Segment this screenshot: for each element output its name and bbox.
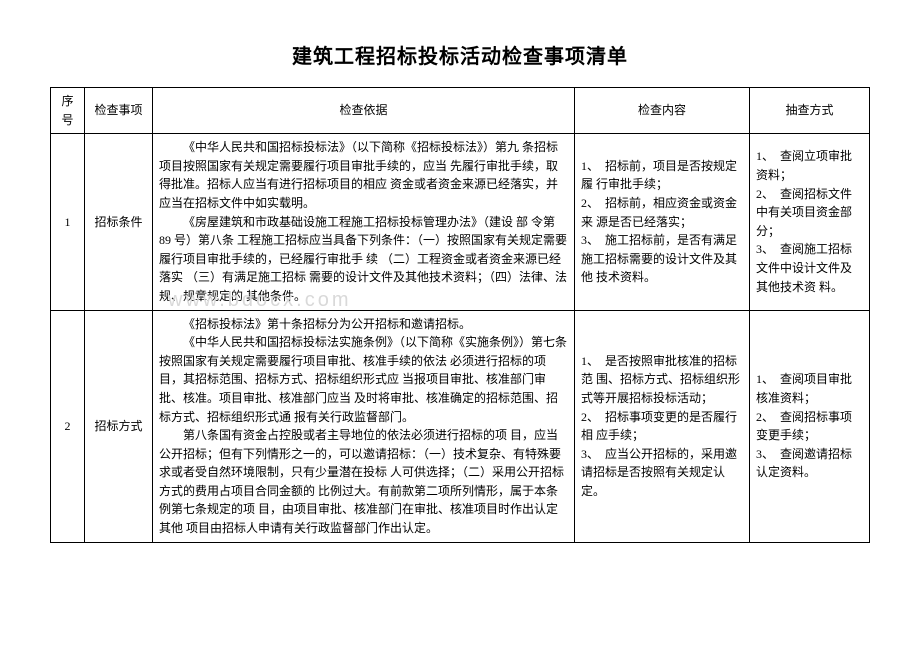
th-basis: 检查依据 bbox=[153, 88, 575, 134]
method-para: 1、 查阅立项审批 资料； bbox=[756, 147, 863, 184]
content-para: 1、 招标前，项目是否按规定履 行审批手续； bbox=[581, 157, 743, 194]
method-para: 1、 查阅项目审批 核准资料； bbox=[756, 370, 863, 407]
cell-item: 招标方式 bbox=[85, 310, 153, 542]
basis-para: 《房屋建筑和市政基础设施工程施工招标投标管理办法》（建设 部 令第 89 号）第… bbox=[159, 213, 568, 306]
method-para: 3、 查阅邀请招标 认定资料。 bbox=[756, 445, 863, 482]
cell-content: 1、 是否按照审批核准的招标范 围、招标方式、招标组织形式等开展招标投标活动； … bbox=[575, 310, 750, 542]
cell-seq: 1 bbox=[51, 134, 85, 310]
cell-method: 1、 查阅项目审批 核准资料； 2、 查阅招标事项变更手续； 3、 查阅邀请招标… bbox=[750, 310, 870, 542]
content-para: 2、 招标事项变更的是否履行相 应手续； bbox=[581, 408, 743, 445]
cell-item: 招标条件 bbox=[85, 134, 153, 310]
basis-para: 《招标投标法》第十条招标分为公开招标和邀请招标。 bbox=[159, 315, 568, 334]
table-header-row: 序号 检查事项 检查依据 检查内容 抽查方式 bbox=[51, 88, 870, 134]
method-para: 3、 查阅施工招标 文件中设计文件及其他技术资 料。 bbox=[756, 240, 863, 296]
th-method: 抽查方式 bbox=[750, 88, 870, 134]
content-para: 2、 招标前，相应资金或资金来 源是否已经落实； bbox=[581, 194, 743, 231]
th-seq: 序号 bbox=[51, 88, 85, 134]
cell-basis: 《招标投标法》第十条招标分为公开招标和邀请招标。 《中华人民共和国招标投标法实施… bbox=[153, 310, 575, 542]
th-content: 检查内容 bbox=[575, 88, 750, 134]
method-para: 2、 查阅招标事项变更手续； bbox=[756, 408, 863, 445]
cell-seq: 2 bbox=[51, 310, 85, 542]
cell-content: 1、 招标前，项目是否按规定履 行审批手续； 2、 招标前，相应资金或资金来 源… bbox=[575, 134, 750, 310]
content-para: 1、 是否按照审批核准的招标范 围、招标方式、招标组织形式等开展招标投标活动； bbox=[581, 352, 743, 408]
basis-para: 第八条国有资金占控股或者主导地位的依法必须进行招标的项 目，应当公开招标；但有下… bbox=[159, 426, 568, 538]
basis-para: 《中华人民共和国招标投标法》（以下简称《招标投标法》）第九 条招标项目按照国家有… bbox=[159, 138, 568, 212]
content-para: 3、 施工招标前，是否有满足施工招标需要的设计文件及其他 技术资料。 bbox=[581, 231, 743, 287]
table-row: 2 招标方式 《招标投标法》第十条招标分为公开招标和邀请招标。 《中华人民共和国… bbox=[51, 310, 870, 542]
content-para: 3、 应当公开招标的，采用邀请招标是否按照有关规定认定。 bbox=[581, 445, 743, 501]
checklist-table: 序号 检查事项 检查依据 检查内容 抽查方式 1 招标条件 《中华人民共和国招标… bbox=[50, 87, 870, 543]
cell-basis: 《中华人民共和国招标投标法》（以下简称《招标投标法》）第九 条招标项目按照国家有… bbox=[153, 134, 575, 310]
cell-method: 1、 查阅立项审批 资料； 2、 查阅招标文件 中有关项目资金部分； 3、 查阅… bbox=[750, 134, 870, 310]
method-para: 2、 查阅招标文件 中有关项目资金部分； bbox=[756, 185, 863, 241]
basis-para: 《中华人民共和国招标投标法实施条例》（以下简称《实施条例》）第七条 按照国家有关… bbox=[159, 333, 568, 426]
th-item: 检查事项 bbox=[85, 88, 153, 134]
table-row: 1 招标条件 《中华人民共和国招标投标法》（以下简称《招标投标法》）第九 条招标… bbox=[51, 134, 870, 310]
page-title: 建筑工程招标投标活动检查事项清单 bbox=[50, 40, 870, 69]
